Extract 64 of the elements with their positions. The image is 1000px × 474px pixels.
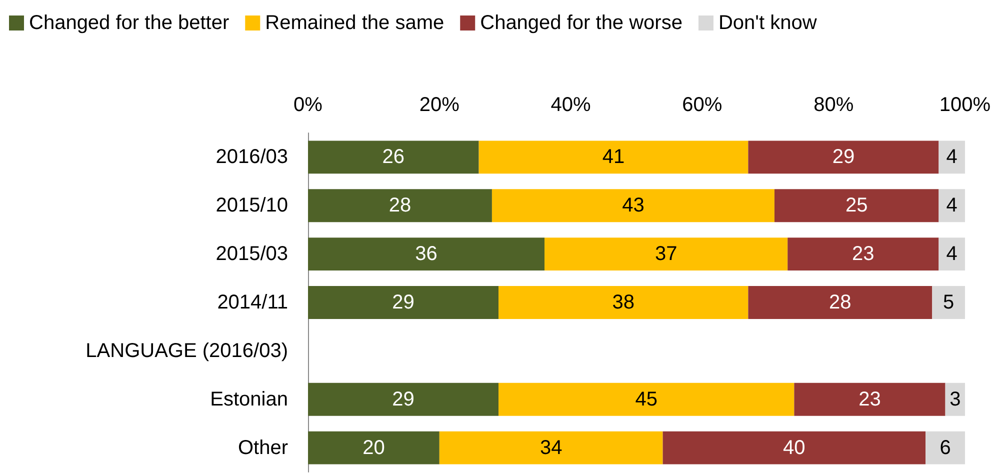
- legend-label: Changed for the better: [29, 12, 230, 34]
- bar: [926, 431, 965, 464]
- y-tick-label: 2016/03: [216, 146, 288, 168]
- data-label: 41: [602, 146, 625, 168]
- x-tick-label: 20%: [419, 94, 460, 116]
- x-tick-label: 40%: [550, 94, 592, 116]
- bar: [308, 140, 479, 174]
- bar: [932, 286, 965, 319]
- data-label: 25: [845, 194, 868, 217]
- bar: [748, 140, 939, 174]
- data-label: 37: [654, 243, 678, 266]
- bar: [774, 189, 939, 222]
- data-label: 29: [392, 292, 414, 314]
- data-label: 29: [832, 146, 855, 168]
- data-label: 36: [415, 243, 438, 266]
- bar: [748, 286, 932, 319]
- x-tick-label: 80%: [814, 94, 854, 116]
- data-label: 5: [943, 292, 954, 314]
- legend-label: Changed for the worse: [480, 12, 682, 34]
- bar: [544, 238, 788, 271]
- x-tick-label: 60%: [682, 94, 722, 116]
- bar: [308, 286, 499, 319]
- data-label: 4: [946, 194, 958, 217]
- data-label: 4: [946, 243, 958, 266]
- data-label: 26: [382, 146, 405, 168]
- data-label: 43: [622, 194, 644, 217]
- legend-label: Don't know: [718, 12, 818, 34]
- y-tick-label: 2015/03: [216, 243, 288, 266]
- data-label: 28: [829, 292, 852, 314]
- x-tick-label: 100%: [939, 94, 991, 116]
- data-label: 6: [940, 436, 951, 459]
- data-label: 28: [388, 194, 412, 217]
- data-label: 34: [540, 436, 562, 459]
- y-tick-label: Other: [238, 436, 288, 459]
- data-label: 38: [612, 292, 634, 314]
- y-tick-label: LANGUAGE (2016/03): [86, 340, 288, 362]
- bar: [308, 189, 492, 222]
- y-tick-label: 2014/11: [217, 292, 288, 314]
- data-label: 23: [852, 243, 874, 266]
- bar: [308, 431, 440, 464]
- bar: [788, 238, 939, 271]
- data-label: 3: [950, 388, 961, 410]
- legend-label: Remained the same: [265, 12, 444, 34]
- bar: [492, 189, 774, 222]
- data-label: 45: [635, 388, 658, 410]
- data-label: 4: [946, 146, 958, 168]
- bar: [498, 286, 748, 319]
- bar: [308, 382, 499, 416]
- bar: [439, 431, 663, 464]
- y-tick-label: 2015/10: [216, 194, 288, 217]
- bar: [938, 238, 965, 271]
- data-label: 29: [392, 388, 414, 410]
- bar: [794, 382, 946, 416]
- data-label: 20: [362, 436, 385, 459]
- bar: [938, 140, 965, 174]
- bar: [498, 382, 794, 416]
- x-tick-label: 0%: [294, 94, 323, 116]
- bar: [938, 189, 965, 222]
- bar: [662, 431, 926, 464]
- bar: [308, 238, 545, 271]
- data-label: 40: [783, 436, 806, 459]
- y-tick-label: Estonian: [210, 388, 288, 410]
- data-label: 23: [858, 388, 881, 410]
- bar: [478, 140, 748, 174]
